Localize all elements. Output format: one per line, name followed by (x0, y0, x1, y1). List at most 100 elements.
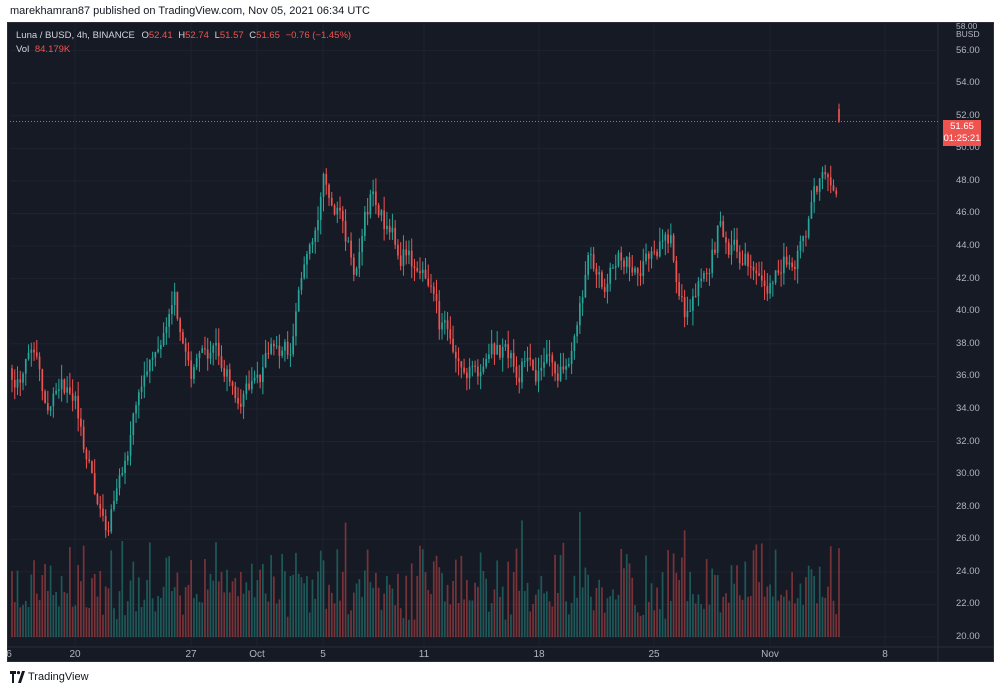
candle-body (796, 250, 799, 270)
candle-body (606, 283, 609, 292)
volume-bar (554, 554, 556, 637)
volume-bar (477, 586, 479, 637)
candle-body (184, 343, 187, 352)
candle-body (66, 387, 68, 393)
candle-body (22, 373, 24, 383)
volume-bar (160, 598, 162, 637)
volume-bar (747, 596, 749, 637)
volume-bar (590, 596, 592, 637)
volume-bar (430, 594, 432, 637)
candle-body (248, 383, 250, 390)
volume-bar (366, 549, 369, 637)
price-tick-label: 48.00 (956, 174, 980, 186)
volume-bar (292, 574, 295, 637)
candle-body (245, 383, 248, 395)
candle-body (749, 266, 752, 268)
volume-bar (537, 589, 540, 637)
chart-panel[interactable]: Luna / BUSD, 4h, BINANCE O52.41 H52.74 L… (6, 21, 994, 662)
candle-body (634, 268, 636, 273)
candle-body (344, 221, 347, 242)
candle-body (675, 260, 678, 283)
volume-bar (791, 572, 793, 637)
candle-body (658, 241, 661, 257)
time-tick-label: 25 (648, 649, 660, 660)
candle-body (689, 310, 691, 312)
price-tick-label: 26.00 (956, 533, 980, 545)
volume-bar (383, 593, 386, 637)
candle-body (270, 343, 272, 354)
candle-body (182, 332, 184, 344)
volume-bar (143, 599, 146, 637)
candlestick-chart[interactable] (8, 23, 993, 661)
volume-bar (730, 565, 733, 637)
volume-bar (432, 561, 435, 637)
volume-bar (482, 570, 485, 637)
candle-body (485, 358, 488, 367)
candle-body (16, 379, 19, 388)
candle-body (377, 205, 380, 216)
candle-body (413, 266, 416, 268)
volume-bar (838, 548, 840, 637)
volume-bar (675, 572, 678, 637)
candle-body (410, 250, 413, 267)
candle-body (259, 374, 261, 383)
volume-bar (799, 583, 802, 637)
candle-body (24, 358, 27, 374)
candle-body (799, 241, 802, 251)
candle-body (692, 296, 694, 311)
volume-bar (215, 542, 217, 637)
volume-bar (234, 578, 237, 637)
volume-bar (603, 612, 606, 637)
candle-body (179, 318, 182, 333)
volume-bar (592, 610, 595, 637)
volume-bar (44, 564, 46, 637)
volume-bar (41, 575, 44, 637)
candle-body (388, 225, 391, 233)
volume-bar (658, 609, 661, 637)
volume-bar (71, 606, 74, 637)
volume-bar (413, 619, 416, 637)
candle-body (703, 273, 705, 279)
volume-bar (33, 560, 35, 637)
candle-body (443, 320, 446, 323)
volume-bar (250, 563, 253, 637)
candle-body (157, 349, 159, 352)
candle-body (303, 264, 306, 279)
candle-body (518, 377, 521, 383)
price-tick-label: 22.00 (956, 598, 980, 610)
volume-bar (785, 589, 788, 637)
volume-bar (686, 601, 689, 637)
volume-bar (344, 522, 347, 637)
volume-bar (325, 608, 328, 637)
candle-body (173, 291, 176, 306)
candle-body (576, 325, 578, 337)
candle-body (529, 357, 532, 360)
candle-body (82, 426, 85, 450)
volume-bar (350, 610, 352, 637)
candle-body (623, 260, 625, 267)
candle-body (430, 285, 432, 287)
volume-bar (303, 583, 306, 637)
candle-body (88, 459, 91, 462)
candle-body (110, 509, 113, 532)
candle-body (242, 394, 245, 407)
volume-bar (807, 565, 810, 637)
volume-bar (242, 593, 245, 637)
volume-bar (135, 611, 137, 637)
volume-bar (110, 550, 113, 637)
volume-bar (708, 604, 711, 637)
candle-body (780, 272, 782, 274)
volume-bar (91, 578, 93, 637)
volume-bar (741, 599, 744, 637)
volume-bar (306, 576, 308, 637)
volume-bar (107, 588, 110, 637)
price-scale-currency[interactable]: BUSD (956, 29, 980, 39)
volume-bar (694, 603, 697, 637)
volume-bar (681, 557, 683, 637)
candle-body (237, 398, 239, 404)
candle-body (672, 235, 675, 261)
volume-bar (157, 595, 159, 637)
volume-bar (209, 573, 212, 637)
candle-body (339, 207, 341, 211)
volume-bar (601, 587, 603, 637)
